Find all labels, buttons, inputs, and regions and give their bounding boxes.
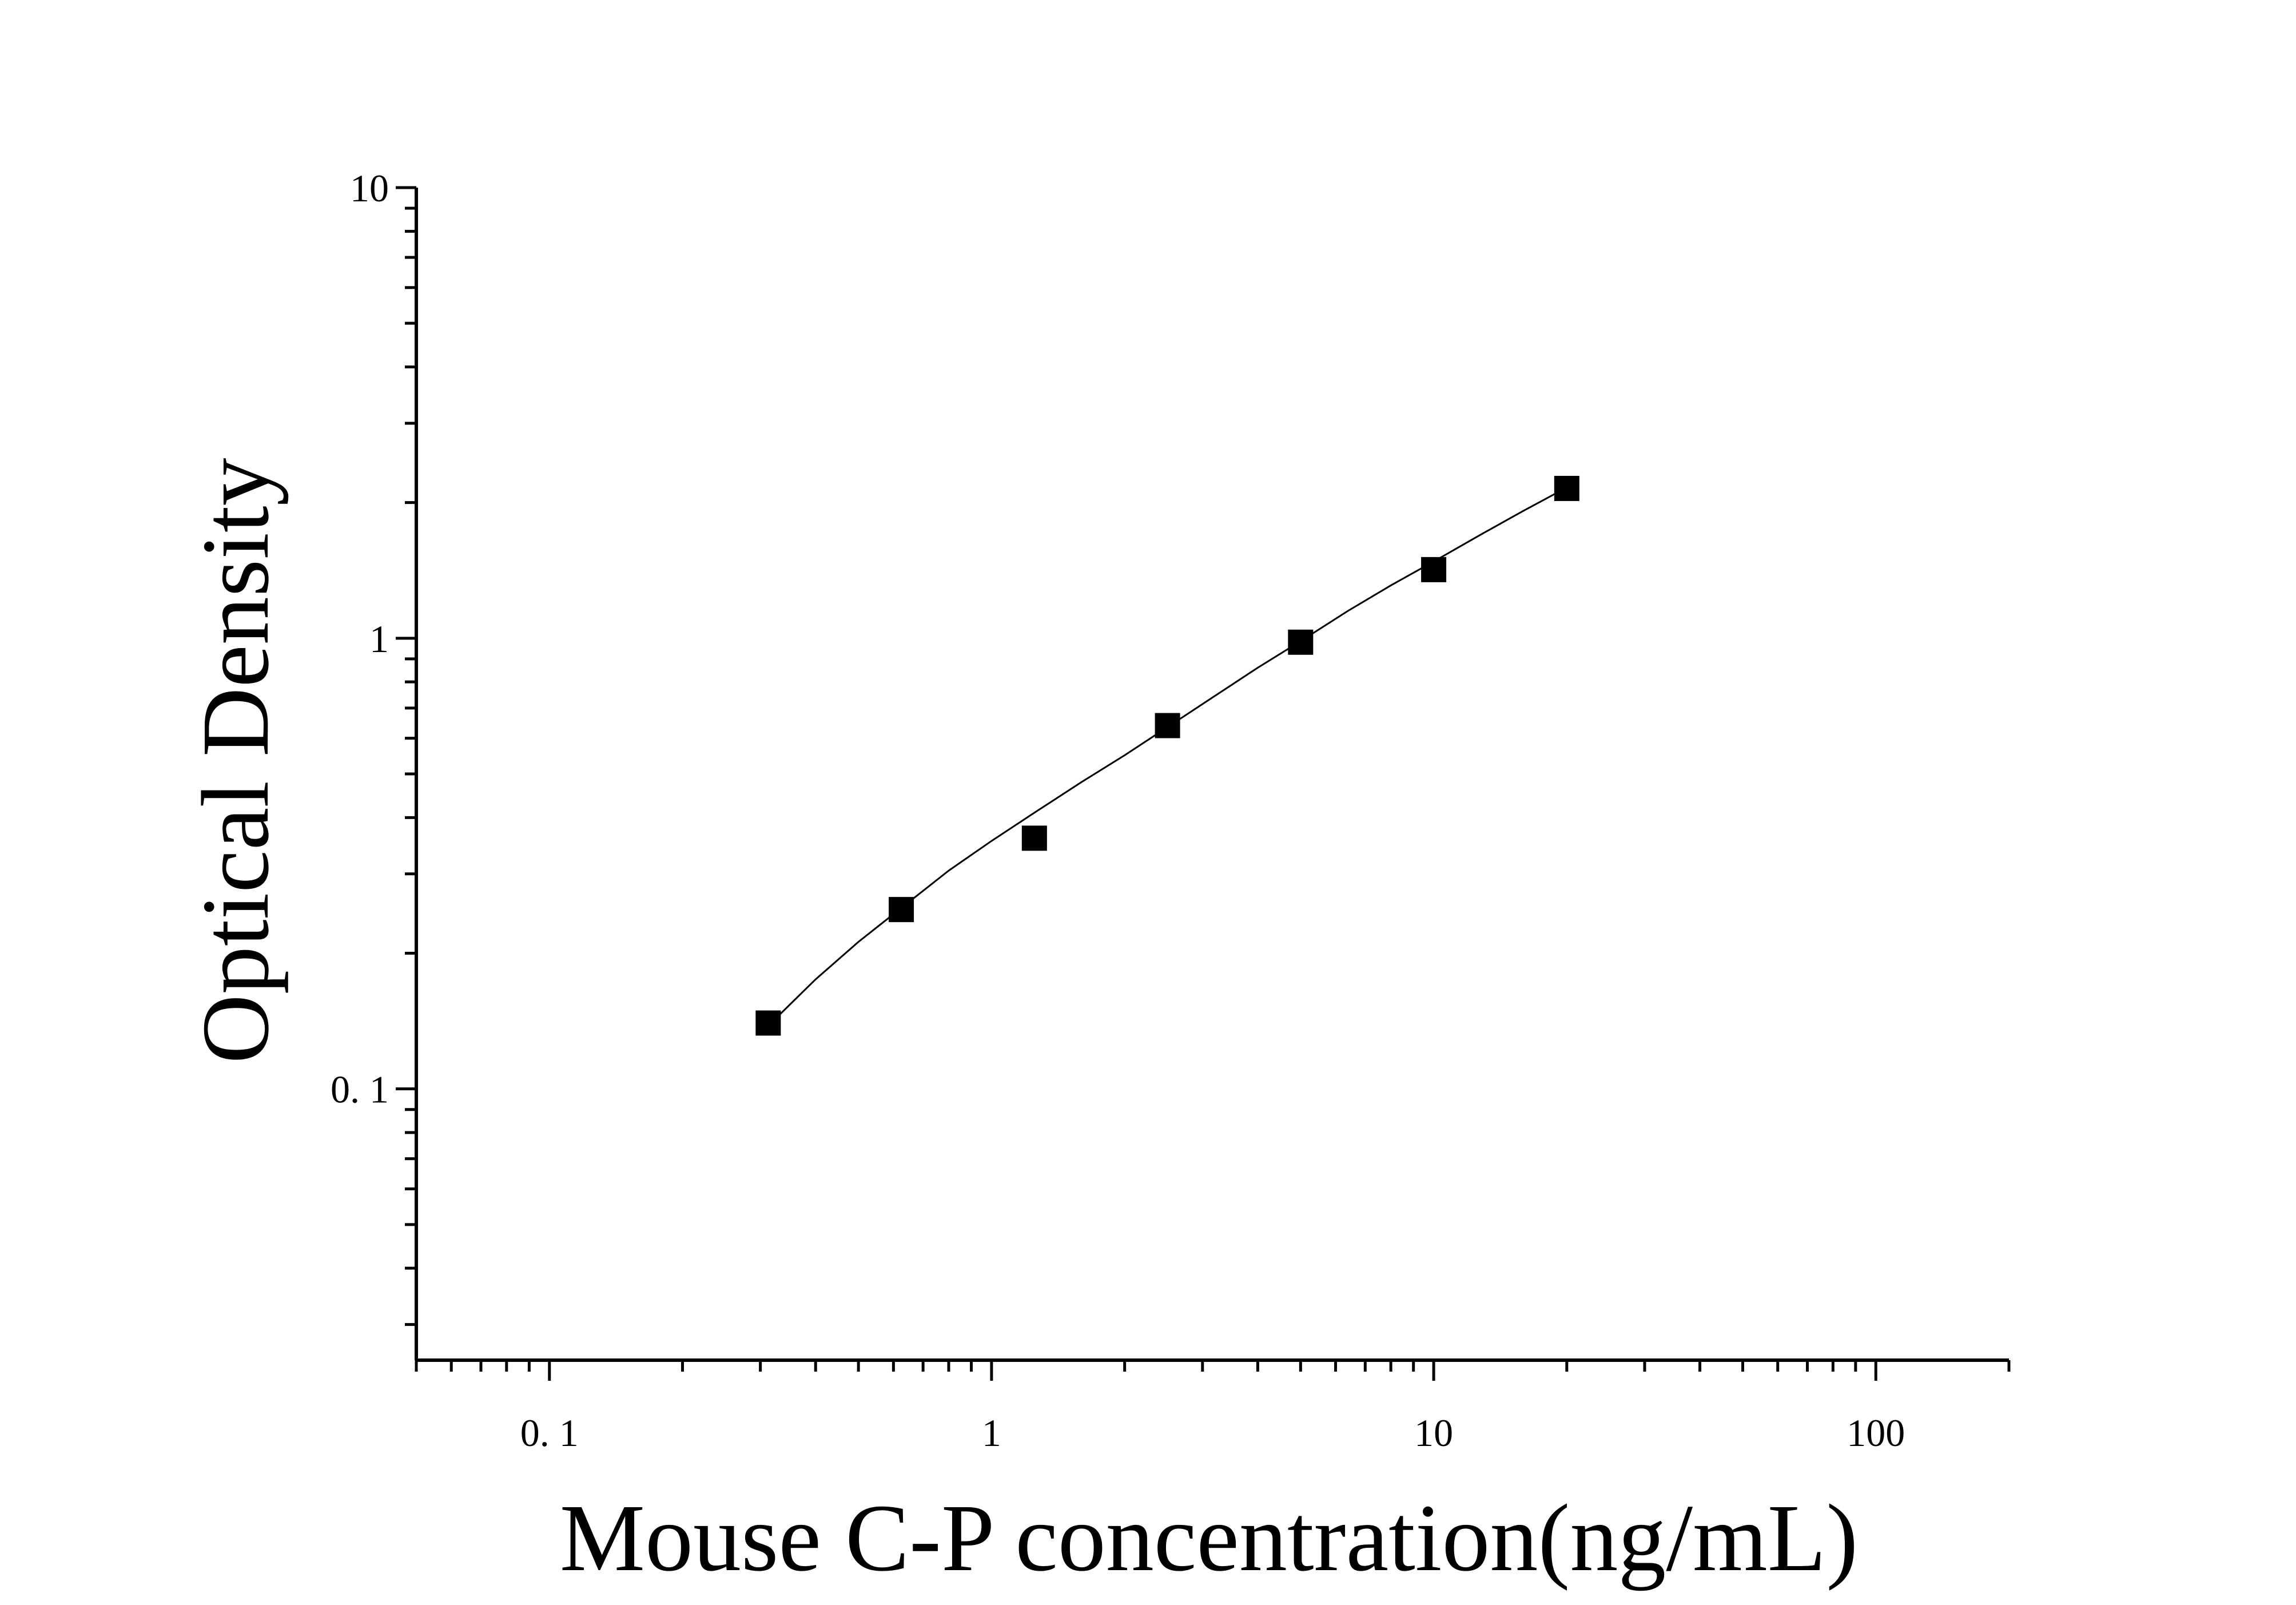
fit-curve <box>767 486 1567 1027</box>
data-point <box>1421 557 1447 582</box>
y-axis-title: Optical Density <box>182 458 289 1063</box>
y-minor-ticks <box>405 206 416 1326</box>
y-major-ticks: 0. 1 1 10 <box>331 166 416 1111</box>
data-point <box>1155 713 1180 738</box>
data-point <box>1554 475 1579 501</box>
x-tick-label: 0. 1 <box>520 1411 579 1455</box>
y-tick-label: 1 <box>369 617 389 661</box>
x-major-ticks: 0. 1 1 10 100 <box>520 1360 1905 1455</box>
y-tick-label: 0. 1 <box>331 1068 389 1111</box>
data-point <box>755 1010 781 1036</box>
x-tick-label: 1 <box>982 1411 1001 1455</box>
y-tick-label: 10 <box>350 166 389 210</box>
data-point <box>1021 825 1047 851</box>
x-tick-label: 100 <box>1847 1411 1905 1455</box>
data-point <box>1288 629 1314 655</box>
fit-curve-layer <box>767 486 1567 1027</box>
data-points-layer <box>755 475 1579 1036</box>
x-tick-label: 10 <box>1414 1411 1453 1455</box>
x-minor-ticks <box>415 1360 2011 1372</box>
data-point <box>889 897 914 923</box>
x-axis-title: Mouse C-P concentration(ng/mL) <box>560 1485 1859 1591</box>
